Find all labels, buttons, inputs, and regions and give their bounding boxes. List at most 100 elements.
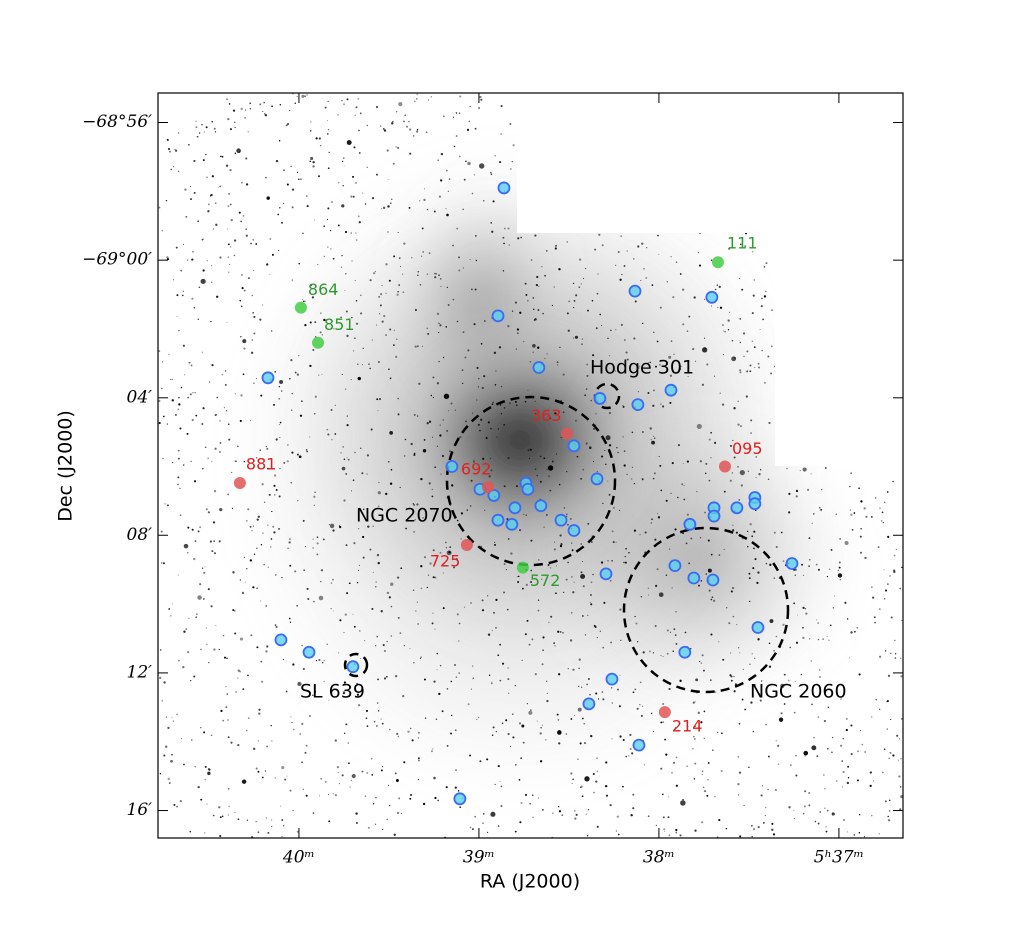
star (415, 98, 418, 100)
star (226, 321, 228, 324)
star (178, 403, 181, 406)
star (420, 565, 423, 568)
star (733, 407, 736, 410)
star (840, 698, 842, 700)
star (350, 490, 353, 492)
star (356, 239, 358, 241)
star (617, 251, 620, 253)
star (158, 421, 161, 425)
star (192, 251, 194, 253)
star (358, 129, 360, 132)
star (255, 377, 257, 379)
star (572, 668, 575, 671)
star (849, 657, 851, 659)
star (255, 457, 258, 459)
star (376, 636, 378, 638)
star (414, 100, 416, 103)
star (478, 107, 480, 109)
star (531, 794, 534, 796)
star (382, 643, 385, 647)
star (376, 173, 379, 176)
star (659, 306, 662, 309)
star (465, 420, 467, 423)
star (494, 155, 496, 157)
star (417, 731, 420, 734)
star (350, 379, 352, 381)
star (631, 431, 634, 434)
star (545, 249, 548, 252)
star (187, 259, 189, 261)
star (626, 250, 628, 252)
star (836, 780, 838, 782)
star (582, 585, 585, 588)
star (839, 578, 842, 581)
star (632, 793, 635, 796)
star (731, 339, 734, 342)
star (701, 821, 704, 824)
star (749, 370, 752, 373)
star (273, 531, 276, 534)
star (525, 514, 527, 516)
star (472, 677, 474, 679)
star (530, 539, 533, 542)
star (479, 429, 481, 432)
star (439, 277, 442, 280)
star (207, 771, 211, 776)
star (738, 722, 741, 725)
star (575, 294, 578, 297)
star (596, 637, 598, 639)
star (382, 828, 384, 831)
star (245, 729, 248, 732)
star (637, 366, 640, 369)
star (410, 442, 413, 446)
star (177, 457, 180, 460)
star (511, 713, 514, 716)
star (739, 371, 742, 374)
star (679, 834, 682, 837)
star (739, 835, 742, 838)
star (485, 437, 488, 440)
star (592, 354, 595, 357)
star (672, 296, 675, 299)
star (673, 353, 675, 355)
star (260, 544, 263, 546)
star (390, 582, 394, 586)
star (887, 535, 890, 538)
star (712, 749, 714, 751)
star (320, 569, 324, 572)
star (419, 200, 421, 202)
star (327, 100, 329, 103)
star (232, 571, 235, 574)
star (699, 536, 702, 539)
star (492, 401, 494, 404)
star (181, 294, 184, 297)
star (334, 739, 337, 742)
star (737, 794, 740, 796)
star (701, 383, 705, 386)
star (571, 542, 573, 544)
star (683, 498, 686, 501)
star (647, 362, 650, 364)
star (411, 257, 413, 259)
star (366, 454, 370, 457)
star (832, 607, 834, 609)
star (321, 662, 324, 664)
star (570, 772, 573, 775)
star (271, 819, 273, 821)
star (316, 536, 319, 539)
star (321, 373, 323, 375)
star (346, 98, 349, 101)
star (762, 318, 764, 321)
star (695, 678, 699, 682)
star (662, 656, 664, 658)
star (390, 198, 393, 201)
star (470, 505, 472, 507)
star (364, 795, 367, 797)
star (420, 587, 423, 590)
star (647, 392, 650, 394)
star (636, 707, 639, 710)
star (647, 815, 650, 818)
star (176, 315, 178, 317)
star (565, 578, 568, 581)
star (771, 822, 774, 825)
